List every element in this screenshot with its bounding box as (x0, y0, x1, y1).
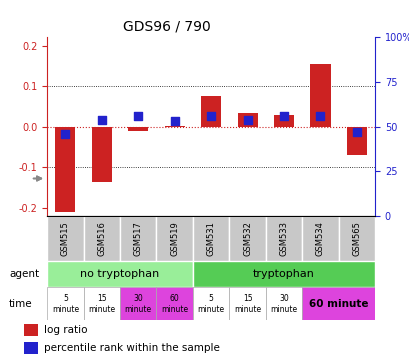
Bar (193, 287, 229, 320)
Point (280, 113, 287, 119)
Text: GSM534: GSM534 (315, 221, 324, 256)
Text: GSM519: GSM519 (170, 221, 179, 256)
Bar (193, 216, 229, 261)
Text: GSM565: GSM565 (352, 221, 361, 256)
Bar (24, 324, 38, 336)
Bar (47, 216, 83, 261)
Text: 15
minute: 15 minute (234, 294, 261, 313)
Point (98, 117, 105, 122)
Text: 60
minute: 60 minute (161, 294, 188, 313)
Bar (265, 216, 301, 261)
Bar (128, 127, 148, 131)
Text: tryptophan: tryptophan (252, 269, 314, 279)
Text: 30
minute: 30 minute (124, 294, 151, 313)
Bar (92, 127, 112, 181)
Point (317, 113, 323, 119)
Bar (229, 287, 265, 320)
Text: agent: agent (9, 269, 39, 279)
Point (62, 131, 68, 137)
Text: 5
minute: 5 minute (197, 294, 224, 313)
Bar (156, 287, 193, 320)
Bar (55, 127, 75, 212)
Point (244, 117, 250, 122)
Bar (120, 216, 156, 261)
Bar (47, 261, 193, 287)
Text: log ratio: log ratio (43, 325, 87, 335)
Bar (193, 261, 374, 287)
Text: time: time (9, 299, 33, 309)
Bar (301, 287, 374, 320)
Point (353, 129, 360, 135)
Text: GSM533: GSM533 (279, 221, 288, 256)
Point (135, 113, 141, 119)
Bar (83, 216, 120, 261)
Bar (156, 216, 193, 261)
Text: 15
minute: 15 minute (88, 294, 115, 313)
Text: GSM532: GSM532 (243, 221, 252, 256)
Text: 5
minute: 5 minute (52, 294, 79, 313)
Bar (310, 64, 330, 127)
Bar (229, 216, 265, 261)
Bar (346, 127, 366, 155)
Text: 30
minute: 30 minute (270, 294, 297, 313)
Bar (273, 115, 293, 127)
Bar (237, 112, 257, 127)
Point (171, 119, 178, 124)
Bar (164, 126, 184, 127)
Bar (83, 287, 120, 320)
Bar (120, 287, 156, 320)
Text: GSM515: GSM515 (61, 221, 70, 256)
Bar (47, 287, 83, 320)
Text: GSM517: GSM517 (133, 221, 142, 256)
Bar (338, 216, 374, 261)
Bar (265, 287, 301, 320)
Text: no tryptophan: no tryptophan (80, 269, 159, 279)
Text: GDS96 / 790: GDS96 / 790 (123, 20, 210, 34)
Text: GSM516: GSM516 (97, 221, 106, 256)
Text: 60 minute: 60 minute (308, 299, 368, 309)
Bar (201, 96, 220, 127)
Point (207, 113, 214, 119)
Bar (24, 342, 38, 354)
Text: GSM531: GSM531 (206, 221, 215, 256)
Text: percentile rank within the sample: percentile rank within the sample (43, 343, 219, 353)
Bar (301, 216, 338, 261)
